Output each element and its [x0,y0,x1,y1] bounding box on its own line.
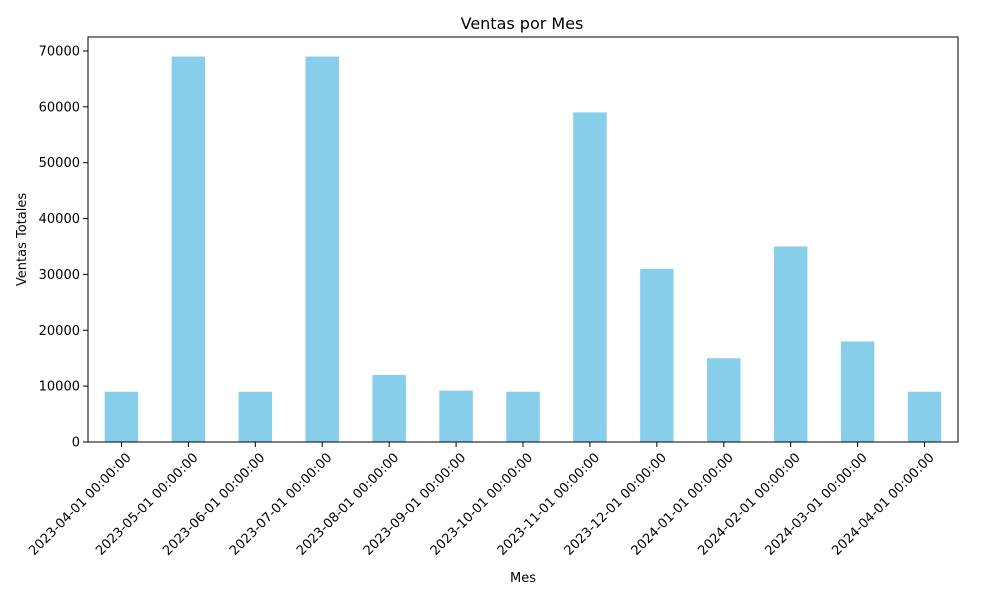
bar-2024-01 [707,358,741,442]
bar-2024-03 [840,341,875,442]
bars-layer [104,56,942,443]
bar-2023-05 [171,56,206,443]
plot-frame [87,36,959,443]
bar-2024-04 [907,391,942,442]
bar-2023-11 [573,112,607,442]
bar-2023-10 [506,391,540,442]
y-tick-label: 50000 [39,156,80,171]
bar-2023-07 [305,56,339,443]
bar-2024-02 [773,246,808,442]
y-tick-label: 30000 [39,268,80,283]
y-tick-label: 10000 [39,380,80,395]
bar-2023-08 [372,374,406,442]
y-tick-label: 60000 [39,100,80,115]
x-axis-title: Mes [510,571,536,586]
bar-2023-04 [104,391,139,442]
bar-2023-09 [439,390,473,442]
y-axis-title: Ventas Totales [15,193,30,286]
bar-2023-06 [238,391,273,442]
y-axis: 0 10000 20000 30000 40000 50000 60000 70000 [39,44,88,451]
y-tick-label: 20000 [39,324,80,339]
y-tick-label: 70000 [39,44,80,59]
chart-title: Ventas por Mes [461,14,584,33]
y-tick-label: 40000 [39,212,80,227]
bar-2023-12 [640,268,674,442]
y-tick-label: 0 [72,436,80,451]
